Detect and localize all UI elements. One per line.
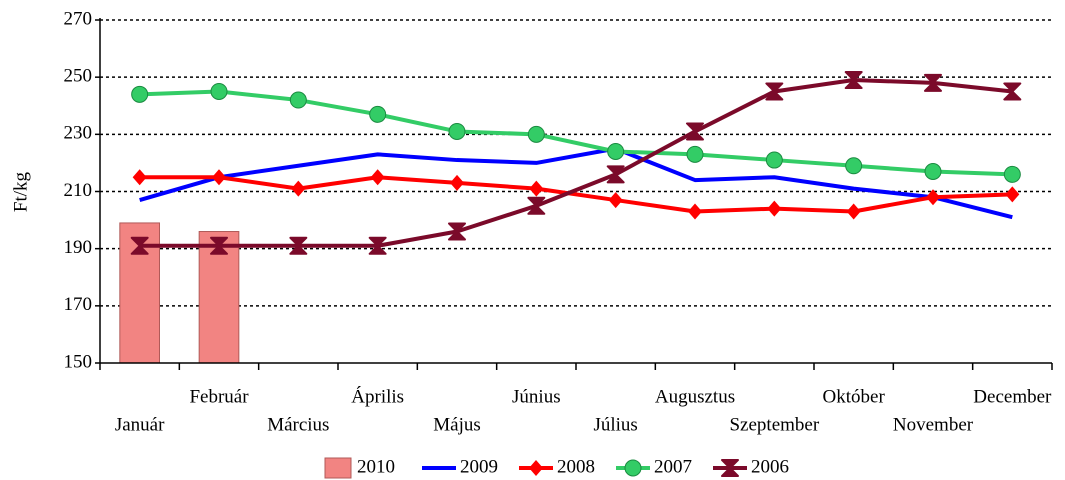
line <box>139 78 1013 248</box>
x-tick-label: Március <box>267 414 329 435</box>
marker <box>624 459 642 477</box>
y-tick-label: 250 <box>64 66 93 87</box>
marker <box>845 157 863 175</box>
marker <box>924 73 942 92</box>
marker <box>131 85 149 103</box>
marker <box>1003 165 1021 183</box>
marker <box>527 196 546 215</box>
x-tick-label: Június <box>512 386 561 407</box>
marker <box>924 162 942 180</box>
marker <box>607 142 625 160</box>
marker <box>765 151 783 169</box>
marker <box>130 236 149 255</box>
marker <box>606 165 625 184</box>
marker <box>846 203 861 220</box>
line <box>139 175 1013 214</box>
line <box>139 146 1013 220</box>
marker <box>686 122 704 141</box>
marker <box>527 125 545 143</box>
marker <box>1003 82 1022 101</box>
marker <box>529 460 543 476</box>
y-tick-label: 230 <box>64 123 93 144</box>
y-tick-label: 150 <box>64 351 93 372</box>
marker <box>289 91 307 109</box>
legend-label: 2010 <box>357 456 395 477</box>
y-tick-label: 170 <box>64 294 93 315</box>
legend-item: 2010 <box>324 456 395 479</box>
marker <box>369 105 387 123</box>
marker <box>289 236 308 255</box>
y-tick-label: 190 <box>64 237 93 258</box>
marker <box>370 169 385 186</box>
y-tick-label: 210 <box>64 180 93 201</box>
x-tick-label: November <box>893 414 974 435</box>
legend-item: 2007 <box>616 456 692 477</box>
marker <box>529 180 544 197</box>
y-axis-label: Ft/kg <box>10 171 31 212</box>
legend-label: 2007 <box>654 456 692 477</box>
marker <box>291 180 306 197</box>
x-tick-label: Február <box>189 386 249 407</box>
line <box>139 89 1013 177</box>
legend-label: 2009 <box>460 456 498 477</box>
legend-label: 2006 <box>751 456 789 477</box>
marker <box>686 145 704 163</box>
marker <box>210 236 228 255</box>
y-tick-label: 270 <box>64 8 93 29</box>
legend-label: 2008 <box>557 456 595 477</box>
x-tick-label: December <box>973 386 1052 407</box>
marker <box>765 82 784 101</box>
marker <box>926 189 940 206</box>
x-tick-label: Január <box>115 414 165 435</box>
x-tick-label: Április <box>351 385 404 407</box>
marker <box>212 169 226 186</box>
x-tick-label: Október <box>823 386 886 407</box>
marker <box>448 222 466 241</box>
x-tick-label: Szeptember <box>729 414 819 435</box>
marker <box>450 174 464 191</box>
legend-item: 2008 <box>519 456 595 477</box>
marker <box>1005 186 1020 203</box>
legend-swatch <box>324 457 352 479</box>
marker <box>132 169 147 186</box>
marker <box>844 71 863 90</box>
marker <box>721 459 739 477</box>
marker <box>210 82 228 100</box>
x-tick-label: Május <box>433 414 481 435</box>
x-tick-label: Július <box>593 414 637 435</box>
marker <box>448 122 466 140</box>
x-tick-label: Augusztus <box>655 386 735 407</box>
marker <box>767 200 782 217</box>
marker <box>688 203 702 220</box>
legend-item: 2006 <box>713 456 789 477</box>
marker <box>608 192 623 209</box>
marker <box>368 236 387 255</box>
legend-item: 2009 <box>422 456 498 477</box>
